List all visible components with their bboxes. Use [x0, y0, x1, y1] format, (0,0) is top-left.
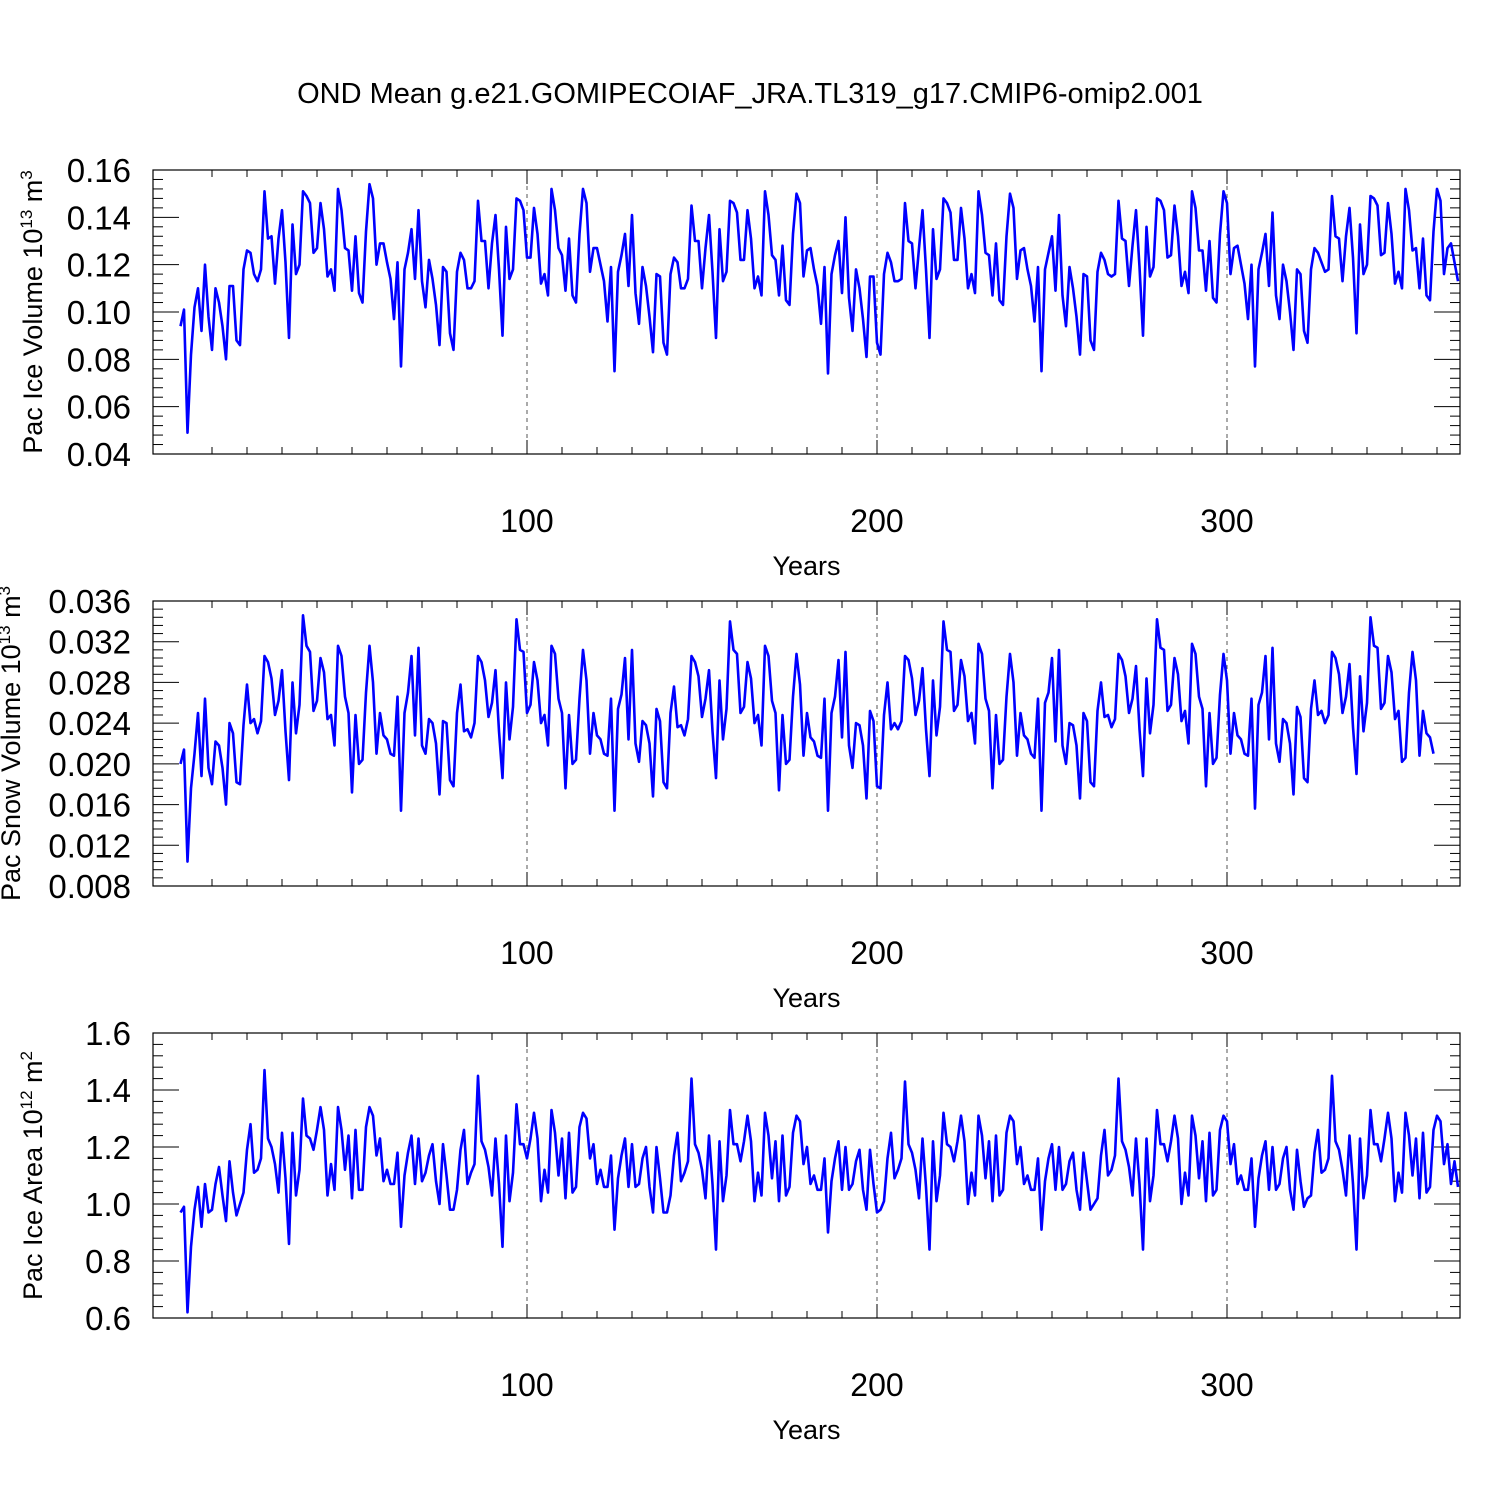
y-axis-label: Pac Ice Area 1012 m2	[17, 1051, 48, 1300]
x-axis-label: Years	[772, 983, 840, 1013]
y-tick-label: 1.6	[85, 1015, 131, 1052]
x-tick-label: 200	[850, 935, 903, 971]
x-tick-label: 100	[500, 503, 553, 539]
y-axis-label: Pac Snow Volume 1013 m3	[0, 586, 26, 901]
series-line-1	[179, 613, 1435, 863]
x-axis-label: Years	[772, 1415, 840, 1445]
plot-frame	[152, 169, 1461, 455]
y-tick-label: 0.10	[67, 294, 131, 331]
x-tick-label: 300	[1200, 503, 1253, 539]
y-tick-label: 0.6	[85, 1300, 131, 1337]
x-tick-label: 200	[850, 1367, 903, 1403]
y-tick-label: 0.016	[48, 787, 131, 824]
plot-frame	[152, 1032, 1461, 1319]
y-tick-label: 0.16	[67, 152, 131, 189]
x-tick-label: 300	[1200, 935, 1253, 971]
chart-panel-1: 100 200 300 Years 0.04 0.06 0.08 0.10 0.12 0.14 0.…	[17, 152, 1461, 581]
y-tick-label: 1.0	[85, 1186, 131, 1223]
y-tick-label: 0.8	[85, 1243, 131, 1280]
y-tick-label: 1.4	[85, 1072, 131, 1109]
y-tick-label: 0.012	[48, 827, 131, 864]
y-tick-label: 0.032	[48, 624, 131, 661]
y-tick-label: 0.036	[48, 583, 131, 620]
y-tick-label: 0.06	[67, 389, 131, 426]
x-axis-label: Years	[772, 551, 840, 581]
y-tick-label: 0.14	[67, 199, 131, 236]
chart-panel-3: 100 200 300 Years 0.6 0.8 1.0 1.2 1.4 1.6 Pac Ice …	[17, 1015, 1461, 1445]
x-tick-label: 300	[1200, 1367, 1253, 1403]
x-tick-label: 100	[500, 935, 553, 971]
x-tick-label: 200	[850, 503, 903, 539]
y-tick-label: 0.020	[48, 746, 131, 783]
y-tick-label: 0.12	[67, 247, 131, 284]
y-tick-label: 0.024	[48, 705, 131, 742]
y-axis-label: Pac Ice Volume 1013 m3	[17, 170, 48, 454]
series-line-1	[179, 182, 1460, 435]
y-tick-label: 0.08	[67, 341, 131, 378]
y-tick-label: 0.028	[48, 664, 131, 701]
y-tick-label: 1.2	[85, 1129, 131, 1166]
x-tick-label: 100	[500, 1367, 553, 1403]
series-line-1	[179, 1068, 1460, 1314]
figure-title: OND Mean g.e21.GOMIPECOIAF_JRA.TL319_g17…	[297, 78, 1203, 110]
y-tick-label: 0.04	[67, 436, 131, 473]
y-tick-label: 0.008	[48, 868, 131, 905]
